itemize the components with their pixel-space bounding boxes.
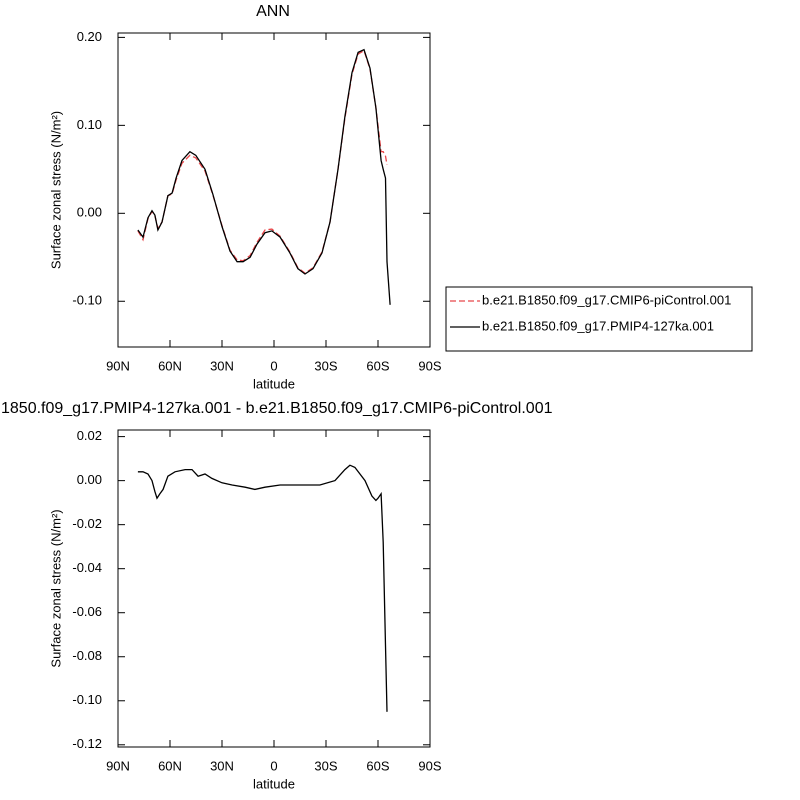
x-tick-label: 90N — [106, 758, 130, 773]
x-axis-label: latitude — [253, 376, 295, 391]
y-tick-label: -0.10 — [72, 293, 102, 308]
y-tick-label: -0.12 — [72, 736, 102, 751]
y-tick-label: 0.00 — [77, 472, 102, 487]
x-tick-label: 30S — [314, 758, 337, 773]
x-tick-label: 60S — [366, 758, 389, 773]
data-line — [137, 464, 388, 712]
chart-title: ANN — [256, 3, 290, 20]
x-tick-label: 0 — [270, 758, 277, 773]
x-tick-label: 90S — [418, 358, 441, 373]
x-tick-label: 90S — [418, 758, 441, 773]
y-tick-label: -0.06 — [72, 604, 102, 619]
plot-frame — [117, 32, 431, 348]
x-tick-label: 90N — [106, 358, 130, 373]
panel: 1850.f09_g17.PMIP4-127ka.001 - b.e21.B18… — [1, 400, 553, 791]
x-tick-label: 30S — [314, 358, 337, 373]
y-tick-label: 0.00 — [77, 205, 102, 220]
x-tick-label: 60S — [366, 358, 389, 373]
x-tick-label: 60N — [158, 758, 182, 773]
x-tick-label: 60N — [158, 358, 182, 373]
y-axis-label: Surface zonal stress (N/m²) — [48, 509, 63, 667]
y-axis-label: Surface zonal stress (N/m²) — [48, 111, 63, 269]
y-tick-label: -0.04 — [72, 560, 102, 575]
legend-label: b.e21.B1850.f09_g17.PMIP4-127ka.001 — [482, 318, 714, 333]
y-tick-label: -0.02 — [72, 516, 102, 531]
y-tick-label: 0.10 — [77, 117, 102, 132]
y-tick-label: -0.08 — [72, 648, 102, 663]
legend-box — [445, 286, 753, 352]
y-tick-label: 0.20 — [77, 29, 102, 44]
y-tick-label: -0.10 — [72, 692, 102, 707]
data-line — [137, 48, 391, 305]
x-tick-label: 30N — [210, 358, 234, 373]
x-tick-label: 0 — [270, 358, 277, 373]
y-tick-label: 0.02 — [77, 428, 102, 443]
legend-label: b.e21.B1850.f09_g17.CMIP6-piControl.001 — [482, 292, 731, 307]
plot-frame — [117, 429, 431, 748]
x-tick-label: 30N — [210, 758, 234, 773]
x-axis-label: latitude — [253, 776, 295, 791]
panel: ANN 90N 60N 30N 0 30S 60S 90S 0.20 0.10 0.00 -0.10 l… — [48, 3, 753, 391]
chart-title: 1850.f09_g17.PMIP4-127ka.001 - b.e21.B18… — [1, 400, 553, 417]
